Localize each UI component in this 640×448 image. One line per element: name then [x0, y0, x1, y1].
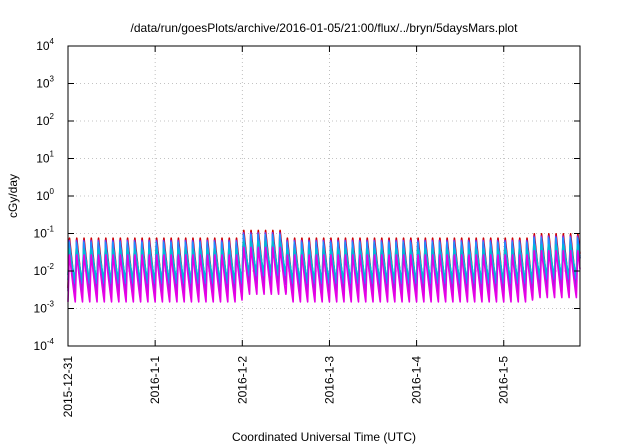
series-line [67, 246, 581, 303]
y-tick-label: 103 [36, 75, 54, 91]
x-tick-label: 2015-12-31 [61, 356, 75, 418]
x-axis-label: Coordinated Universal Time (UTC) [232, 430, 416, 444]
chart-title: /data/run/goesPlots/archive/2016-01-05/2… [131, 21, 519, 35]
x-tick-label: 2016-1-3 [322, 356, 336, 404]
y-axis-label: cGy/day [6, 174, 20, 218]
x-tick-label: 2016-1-1 [148, 356, 162, 404]
y-tick-label: 100 [36, 187, 54, 203]
y-tick-label: 10-1 [34, 225, 55, 241]
x-tick-label: 2016-1-2 [235, 356, 249, 404]
y-tick-label: 102 [36, 112, 54, 128]
x-tick-label: 2016-1-5 [497, 356, 511, 404]
series-line [67, 240, 581, 280]
grid-layer [68, 46, 580, 346]
tick-layer: 10-4 10-3 10-2 10-1 100 101 102 103 104 2015-12-3… [34, 37, 580, 417]
y-tick-label: 101 [36, 150, 54, 166]
series-layer [67, 229, 581, 303]
y-tick-label: 10-4 [34, 337, 55, 353]
y-tick-label: 104 [36, 37, 54, 53]
x-tick-label: 2016-1-4 [410, 356, 424, 404]
y-tick-label: 10-2 [34, 262, 55, 278]
y-tick-label: 10-3 [34, 300, 55, 316]
